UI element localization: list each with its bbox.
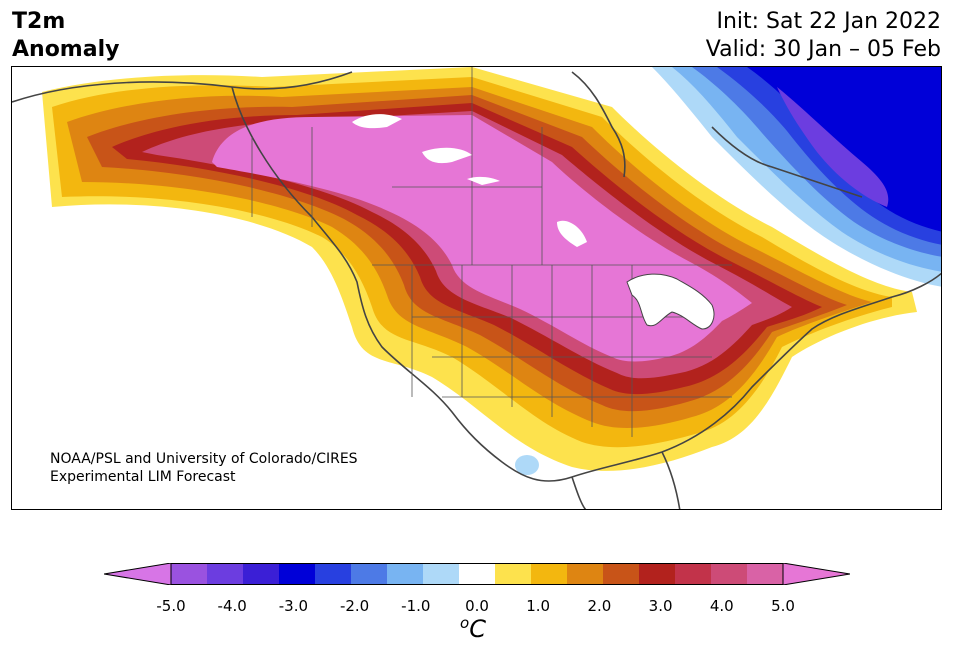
colorbar-tick-label: -4.0: [217, 597, 247, 615]
title-line-2: Anomaly: [12, 37, 120, 62]
colorbar-segment: [207, 563, 244, 585]
forecast-dates: Init: Sat 22 Jan 2022 Valid: 30 Jan – 05…: [706, 8, 941, 64]
colorbar-tick-label: 1.0: [526, 597, 551, 615]
title-line-1: T2m: [12, 9, 66, 34]
colorbar-outline: [170, 563, 784, 585]
map-title: T2m Anomaly: [12, 8, 119, 64]
colorbar-tick-label: 4.0: [709, 597, 734, 615]
colorbar-segment: [279, 563, 316, 585]
map-svg: [12, 67, 941, 509]
northern-lakes: [352, 114, 587, 247]
credit-text: NOAA/PSL and University of Colorado/CIRE…: [50, 450, 358, 486]
cold-band-6: [777, 87, 889, 207]
colorbar-segment: [423, 563, 460, 585]
colorbar-unit: oC: [460, 614, 486, 643]
warm-band-7: [212, 115, 752, 362]
colorbar-segment: [459, 563, 496, 585]
colorbar-segment: [567, 563, 604, 585]
colorbar-svg: [104, 563, 850, 585]
colorbar-tick-label: 5.0: [771, 597, 795, 615]
colorbar-tick-label: -2.0: [339, 597, 370, 615]
colorbar-tick-label: -5.0: [156, 597, 186, 615]
credit-line-1: NOAA/PSL and University of Colorado/CIRE…: [50, 451, 358, 467]
colorbar-segment: [171, 563, 208, 585]
colorbar-tick-label: 3.0: [648, 597, 673, 615]
colorbar-segment: [711, 563, 748, 585]
colorbar-segment: [243, 563, 280, 585]
colorbar-tick-label: 0.0: [465, 597, 489, 615]
unit-superscript: o: [460, 614, 470, 632]
great-lakes: [626, 273, 715, 330]
colorbar-segment: [315, 563, 352, 585]
colorbar-tick-label: 2.0: [587, 597, 612, 615]
colorbar-extend-low: [104, 563, 172, 585]
colorbar-tick-label: -1.0: [401, 597, 431, 615]
colorbar-segment: [351, 563, 388, 585]
valid-date: Valid: 30 Jan – 05 Feb: [705, 37, 941, 62]
colorbar-segment: [639, 563, 676, 585]
colorbar: [104, 563, 850, 585]
colorbar-segment: [495, 563, 532, 585]
credit-line-2: Experimental LIM Forecast: [50, 469, 236, 485]
init-date: Init: Sat 22 Jan 2022: [716, 9, 941, 34]
political-borders: [251, 67, 732, 437]
colorbar-extend-high: [782, 563, 850, 585]
colorbar-segment: [531, 563, 568, 585]
colorbar-segment: [675, 563, 712, 585]
unit-base: C: [469, 615, 486, 643]
colorbar-tick-label: -3.0: [278, 597, 309, 615]
colorbar-segment: [747, 563, 784, 585]
colorbar-segment: [387, 563, 424, 585]
colorbar-segment: [603, 563, 640, 585]
coastline: [12, 71, 941, 509]
cold-blob-pacific: [515, 455, 539, 475]
anomaly-map: NOAA/PSL and University of Colorado/CIRE…: [11, 66, 942, 510]
